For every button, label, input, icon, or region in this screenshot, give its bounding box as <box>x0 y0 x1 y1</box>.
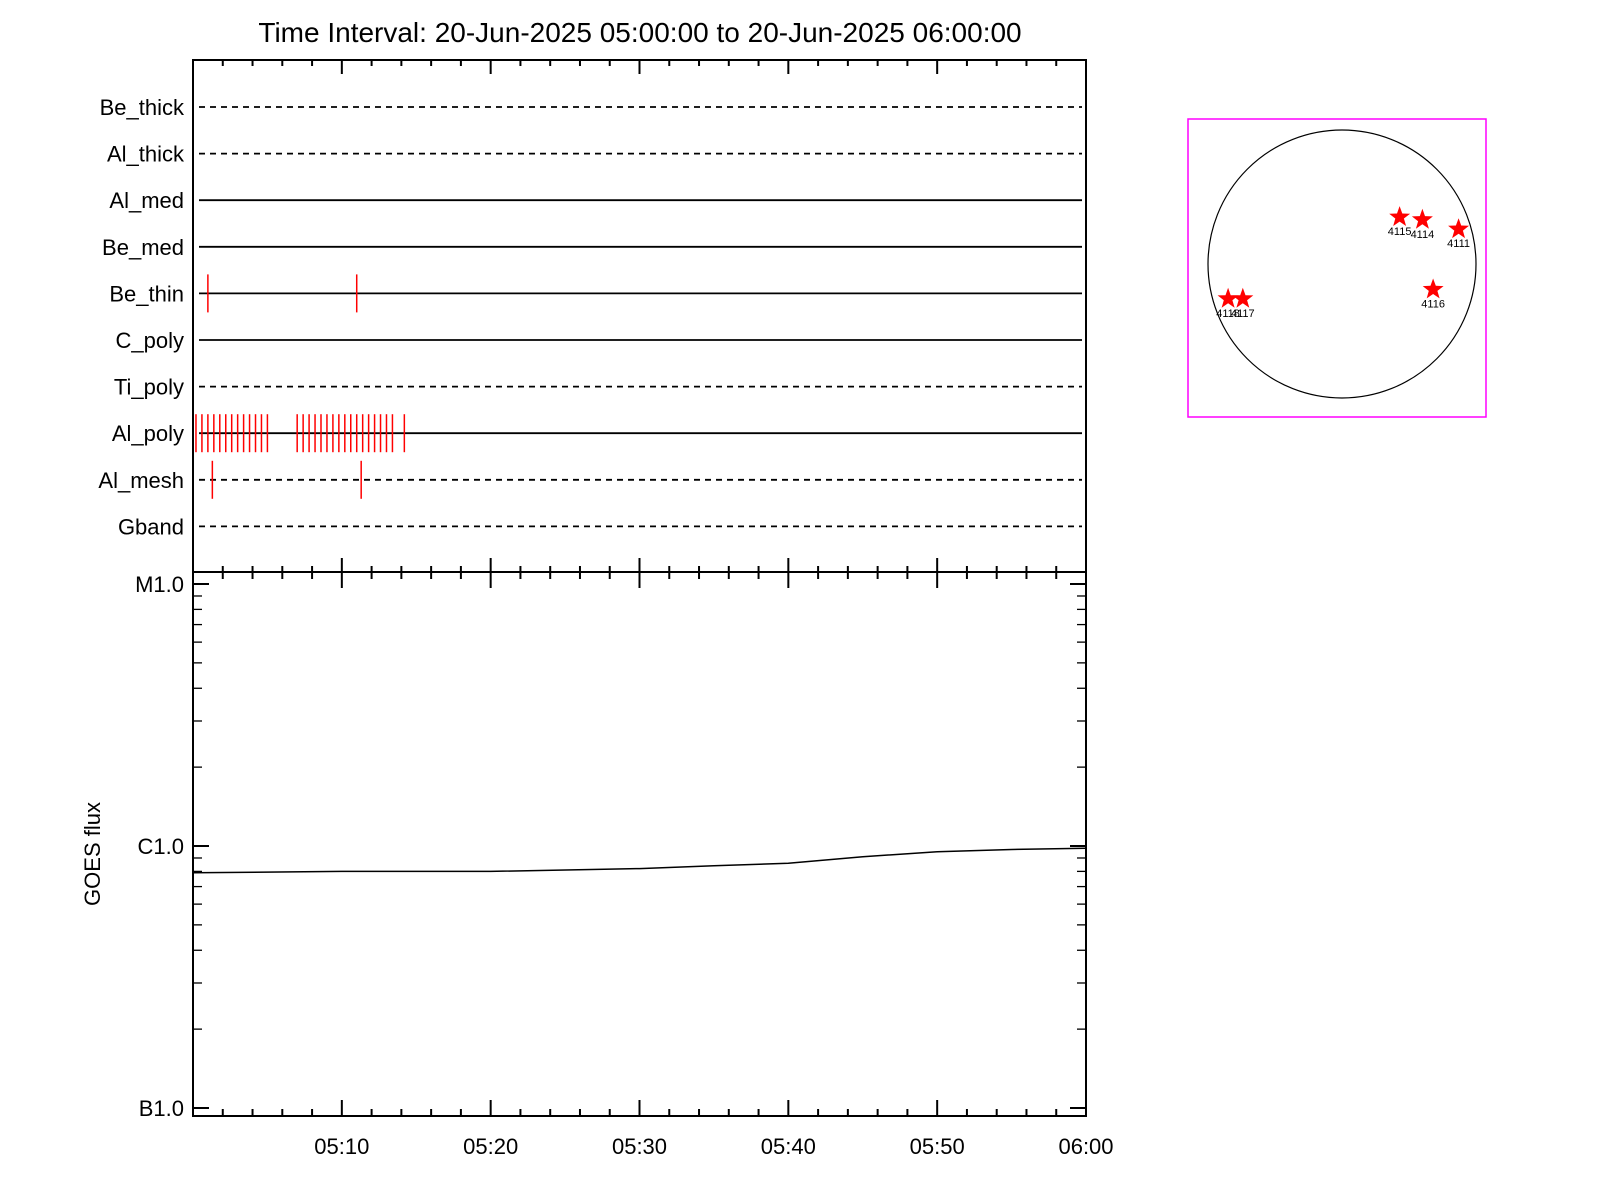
active-region-label: 4117 <box>1231 308 1255 320</box>
active-region-star <box>1422 278 1444 299</box>
x-tick-label: 05:40 <box>761 1134 816 1159</box>
active-region-label: 4115 <box>1388 226 1412 238</box>
active-region-label: 4118 <box>1216 308 1240 320</box>
channel-label: Ti_poly <box>114 375 184 400</box>
timeline-frame <box>192 59 1087 573</box>
channel-label: Al_thick <box>107 142 185 167</box>
active-region-star <box>1389 206 1411 226</box>
y-tick-label: B1.0 <box>139 1096 184 1121</box>
goes-flux-line <box>192 847 1087 874</box>
active-region-star <box>1411 208 1433 229</box>
active-region-star <box>1217 287 1239 308</box>
channel-label: Al_mesh <box>98 468 184 493</box>
x-tick-label: 05:50 <box>910 1134 965 1159</box>
channel-label: Al_med <box>109 188 184 213</box>
channel-label: Gband <box>118 514 184 539</box>
x-tick-label: 06:00 <box>1058 1134 1113 1159</box>
chart-title: Time Interval: 20-Jun-2025 05:00:00 to 2… <box>258 17 1021 48</box>
active-region-star <box>1232 287 1254 308</box>
timeline-panel: Be_thick Al_thick Al_med Be_med Be_thin C_pol… <box>98 59 1087 573</box>
y-tick-label: C1.0 <box>138 834 184 859</box>
x-tick-label: 05:20 <box>463 1134 518 1159</box>
active-region-label: 4111 <box>1447 238 1470 250</box>
active-region-label: 4114 <box>1411 229 1435 241</box>
active-region-label: 4116 <box>1421 298 1445 310</box>
solar-disk <box>1207 129 1477 399</box>
channel-label: Al_poly <box>112 421 184 446</box>
goes-frame <box>192 571 1087 1117</box>
goes-flux-panel: GOES flux B1.0 C1.0 M1.0 05:10 05:20 05:30 05:… <box>80 571 1114 1159</box>
active-region-star <box>1448 218 1469 239</box>
channel-label: Be_thick <box>100 95 185 120</box>
channel-label: Be_med <box>102 235 184 260</box>
channel-label: C_poly <box>116 328 184 353</box>
disk-frame <box>1187 118 1487 418</box>
channel-label: Be_thin <box>109 281 184 306</box>
y-tick-label: M1.0 <box>135 572 184 597</box>
x-tick-label: 05:10 <box>314 1134 369 1159</box>
x-tick-label: 05:30 <box>612 1134 667 1159</box>
y-axis-label: GOES flux <box>80 802 105 906</box>
